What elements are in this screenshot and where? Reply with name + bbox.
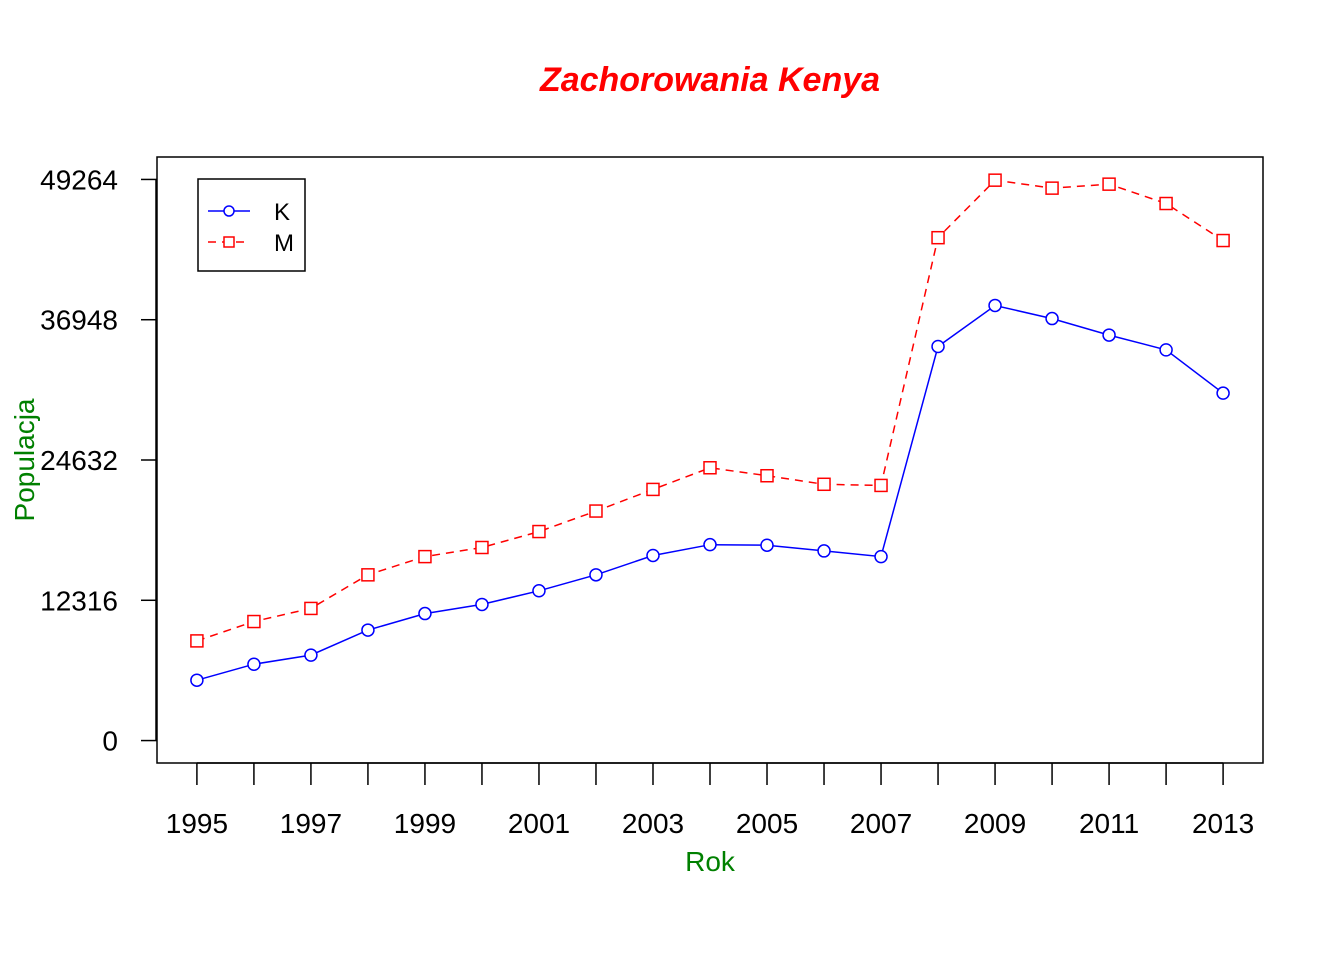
data-point — [931, 230, 945, 245]
y-tick-label: 12316 — [40, 585, 118, 616]
data-point — [532, 524, 546, 539]
data-point — [304, 601, 318, 616]
legend-label: K — [274, 199, 290, 226]
data-point — [418, 606, 432, 621]
x-tick-label: 2009 — [964, 808, 1026, 839]
data-point — [817, 477, 831, 492]
data-point — [646, 482, 660, 497]
y-tick-label: 0 — [102, 726, 118, 757]
legend-item-k: K — [208, 199, 290, 226]
x-tick-label: 2007 — [850, 808, 912, 839]
data-point — [247, 657, 261, 671]
legend-box — [197, 178, 306, 272]
data-point — [1045, 311, 1059, 326]
data-point — [874, 478, 888, 493]
data-point — [361, 568, 375, 582]
y-axis: 0 12316 24632 36948 49264 — [40, 164, 157, 757]
x-tick-label: 2005 — [736, 808, 798, 839]
x-tick-label: 1999 — [394, 808, 456, 839]
data-point — [988, 298, 1002, 313]
chart-title: Zachorowania Kenya — [539, 61, 880, 99]
legend-label: M — [274, 230, 294, 257]
data-point — [418, 549, 432, 564]
y-tick-label: 24632 — [40, 445, 118, 476]
data-point — [988, 173, 1002, 187]
data-point — [1159, 343, 1173, 357]
data-point — [1045, 181, 1059, 195]
data-point — [190, 673, 204, 687]
data-point — [1102, 328, 1116, 342]
x-tick-label: 1995 — [166, 808, 228, 839]
data-point — [1216, 233, 1230, 248]
y-tick-label: 49264 — [40, 164, 118, 195]
data-point — [475, 540, 489, 555]
series-m — [190, 173, 1230, 648]
data-point — [247, 614, 261, 629]
x-axis-label: Rok — [685, 846, 736, 877]
data-point — [1159, 196, 1173, 211]
data-point — [817, 544, 831, 558]
data-point — [361, 623, 375, 637]
data-point — [304, 648, 318, 662]
x-tick-label: 2003 — [622, 808, 684, 839]
legend-marker — [223, 236, 235, 248]
x-axis: 1995 1997 1999 2001 2003 2005 2007 2009 2011 2013 — [166, 762, 1254, 839]
data-point — [760, 538, 774, 552]
series-layer — [190, 173, 1230, 687]
data-point — [760, 468, 774, 483]
data-point — [190, 634, 204, 648]
x-tick-label: 1997 — [280, 808, 342, 839]
legend-item-m: M — [208, 230, 294, 257]
legend: KM — [197, 178, 306, 272]
y-axis-label: Populacja — [9, 398, 40, 521]
x-tick-label: 2011 — [1079, 808, 1139, 839]
x-tick-label: 2013 — [1192, 808, 1254, 839]
data-point — [703, 461, 717, 475]
series-k — [190, 298, 1230, 687]
series-line — [196, 179, 1224, 642]
data-point — [1216, 386, 1230, 400]
plot-frame — [156, 156, 1264, 764]
series-line — [196, 304, 1224, 681]
data-point — [874, 549, 888, 564]
y-tick-label: 36948 — [40, 305, 118, 336]
data-point — [475, 597, 489, 612]
data-point — [646, 548, 660, 563]
data-point — [532, 584, 546, 598]
data-point — [703, 537, 717, 552]
data-point — [589, 568, 603, 582]
legend-marker — [223, 205, 235, 217]
data-point — [589, 504, 603, 518]
x-tick-label: 2001 — [508, 808, 570, 839]
data-point — [1102, 177, 1116, 191]
data-point — [931, 339, 945, 354]
